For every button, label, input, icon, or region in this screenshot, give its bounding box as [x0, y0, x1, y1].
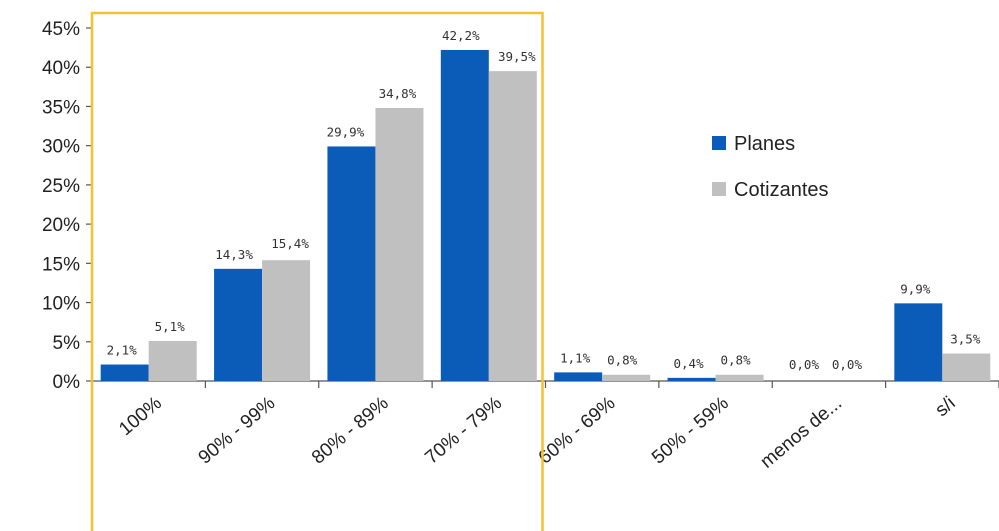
bars: [100, 49, 991, 382]
bar-planes: [554, 372, 603, 381]
y-tick-label: 45%: [42, 19, 80, 40]
y-tick-label: 10%: [42, 294, 80, 315]
legend-swatch-cotizantes: [712, 182, 726, 196]
data-label: 0,0%: [832, 357, 863, 372]
y-tick-label: 40%: [42, 58, 80, 79]
data-label: 0,4%: [674, 356, 705, 371]
x-axis: 100% 90% - 99% 80% - 89% 70% - 79% 60% - 69%…: [91, 380, 999, 473]
legend: Planes Cotizantes: [712, 133, 829, 201]
y-tick-label: 20%: [42, 215, 80, 236]
data-label: 0,8%: [607, 353, 638, 368]
x-tick-label: 60% - 69%: [535, 393, 620, 469]
bar-planes: [214, 268, 263, 381]
x-tick-label: s/i: [931, 393, 959, 421]
bar-cotizantes: [942, 353, 991, 381]
data-label: 1,1%: [560, 350, 591, 365]
bar-cotizantes: [148, 340, 197, 381]
x-tick-label: 100%: [115, 393, 166, 440]
y-tick-label: 0%: [53, 372, 81, 393]
bar-planes: [894, 303, 943, 381]
x-tick-label: 50% - 59%: [648, 393, 733, 469]
x-tick-label: 70% - 79%: [421, 393, 506, 469]
y-tick-label: 15%: [42, 254, 80, 275]
x-tick-label: 80% - 89%: [308, 393, 393, 469]
data-label: 2,1%: [107, 343, 138, 358]
data-label: 42,2%: [442, 28, 480, 43]
bar-planes: [327, 146, 376, 381]
data-label: 0,8%: [721, 353, 752, 368]
data-label: 14,3%: [215, 247, 253, 262]
bar-cotizantes: [375, 108, 424, 381]
bar-cotizantes: [262, 260, 311, 381]
y-tick-label: 5%: [53, 333, 81, 354]
y-tick-label: 35%: [42, 97, 80, 118]
data-label: 3,5%: [950, 332, 981, 347]
bar-planes: [100, 364, 149, 381]
bar-cotizantes: [715, 374, 764, 381]
bar-planes: [667, 377, 716, 381]
data-label: 0,0%: [789, 357, 820, 372]
highlight-frame: [90, 11, 544, 531]
legend-label: Cotizantes: [734, 179, 829, 201]
y-tick-label: 30%: [42, 137, 80, 158]
y-axis: 0% 5% 10% 15% 20% 25% 30% 35% 40% 45%: [42, 19, 93, 393]
data-labels: 2,1% 14,3% 29,9% 42,2% 1,1% 0,4% 0,0% 9,9% 5,1% 1…: [107, 28, 981, 372]
x-tick-label: menos de...: [757, 393, 847, 473]
legend-label: Planes: [734, 133, 795, 155]
data-label: 34,8%: [379, 86, 417, 101]
x-tick-label: 90% - 99%: [195, 393, 280, 469]
data-label: 15,4%: [271, 236, 309, 251]
bar-cotizantes: [488, 71, 537, 382]
legend-swatch-planes: [712, 136, 726, 150]
highlight-box: [90, 11, 544, 531]
data-label: 39,5%: [498, 49, 536, 64]
y-tick-label: 25%: [42, 176, 80, 197]
data-label: 9,9%: [900, 281, 931, 296]
data-label: 29,9%: [327, 124, 365, 139]
bar-cotizantes: [602, 374, 651, 381]
bar-planes: [440, 49, 489, 381]
data-label: 5,1%: [155, 319, 186, 334]
